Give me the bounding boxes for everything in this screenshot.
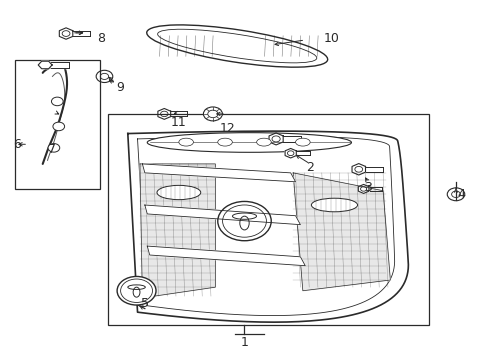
Polygon shape	[147, 246, 305, 266]
Polygon shape	[285, 148, 296, 158]
Ellipse shape	[311, 198, 357, 212]
Polygon shape	[51, 62, 69, 68]
Polygon shape	[127, 131, 407, 322]
Polygon shape	[358, 184, 368, 193]
Ellipse shape	[217, 138, 232, 146]
Ellipse shape	[146, 25, 327, 67]
Text: 2: 2	[305, 161, 313, 174]
Polygon shape	[292, 173, 389, 291]
Ellipse shape	[157, 185, 201, 200]
Bar	[15, 60, 100, 189]
Text: 11: 11	[171, 116, 186, 129]
Text: 1: 1	[240, 336, 248, 349]
Text: 9: 9	[116, 81, 124, 94]
Ellipse shape	[147, 133, 351, 152]
Text: 12: 12	[219, 122, 235, 135]
Text: 10: 10	[324, 32, 339, 45]
Circle shape	[51, 97, 63, 106]
Circle shape	[53, 122, 64, 131]
Ellipse shape	[179, 138, 193, 146]
Circle shape	[217, 202, 271, 241]
Text: 4: 4	[456, 188, 464, 201]
Circle shape	[48, 144, 60, 152]
Text: 3: 3	[364, 181, 372, 194]
Polygon shape	[38, 61, 52, 69]
Text: 5: 5	[141, 297, 148, 310]
Circle shape	[203, 107, 222, 121]
Text: 8: 8	[97, 32, 105, 45]
Polygon shape	[144, 205, 300, 225]
Ellipse shape	[256, 138, 271, 146]
Circle shape	[117, 276, 156, 305]
Polygon shape	[140, 164, 215, 298]
Ellipse shape	[295, 138, 309, 146]
Polygon shape	[142, 164, 295, 182]
Text: 6: 6	[13, 138, 21, 151]
Bar	[108, 114, 428, 325]
Text: 7: 7	[48, 143, 56, 156]
